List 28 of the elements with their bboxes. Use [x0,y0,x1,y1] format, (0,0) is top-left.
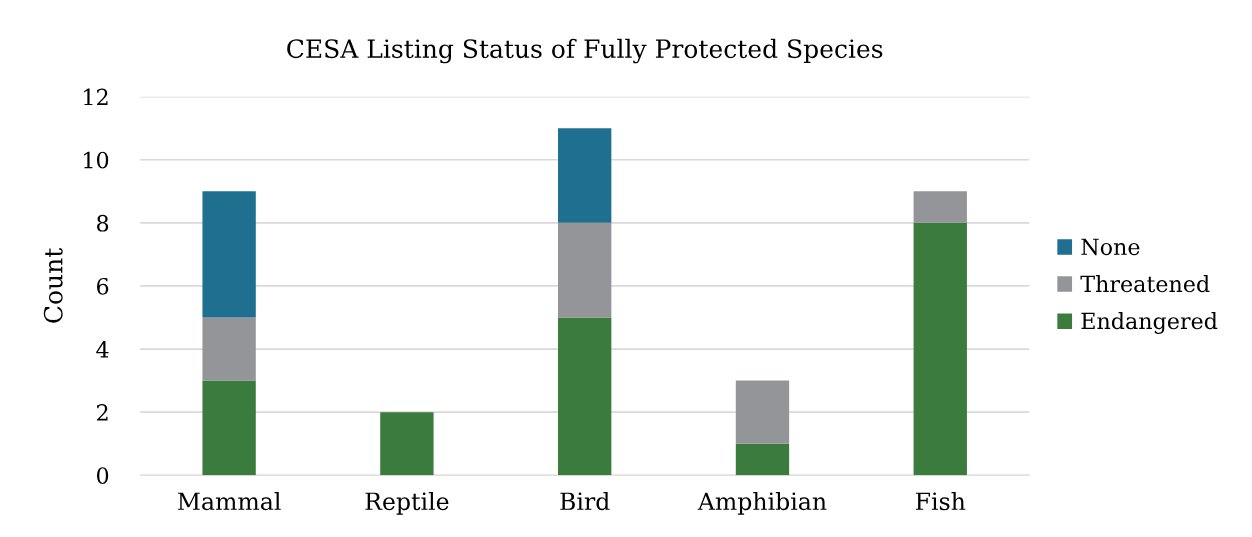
x-tick-label: Mammal [177,491,281,511]
legend-label: Threatened [1080,275,1210,293]
chart-title: CESA Listing Status of Fully Protected Species [287,38,883,64]
y-tick-label: 4 [96,341,109,358]
x-tick-label: Bird [560,491,610,511]
bar [558,222,612,318]
y-tick-label: 6 [97,277,109,295]
bar [558,317,612,476]
bar [913,222,967,476]
bar [735,443,790,476]
y-tick-label: 8 [97,214,109,232]
bar [558,128,612,223]
bar [202,380,256,476]
x-tick-label: Amphibian [697,491,827,515]
legend-label: Endangered [1081,312,1218,334]
bar [913,191,967,223]
y-tick-label: 0 [96,467,109,484]
bar [202,317,256,381]
y-tick-label: 10 [84,151,109,169]
x-tick-label: Fish [915,491,966,511]
bar [380,412,434,476]
legend-label: None [1081,238,1140,256]
bar [735,380,790,444]
x-tick-label: Reptile [365,491,449,515]
y-axis-title: Count [43,247,63,323]
y-tick-label: 12 [84,88,108,106]
bar [202,191,256,318]
y-tick-label: 2 [97,404,108,421]
